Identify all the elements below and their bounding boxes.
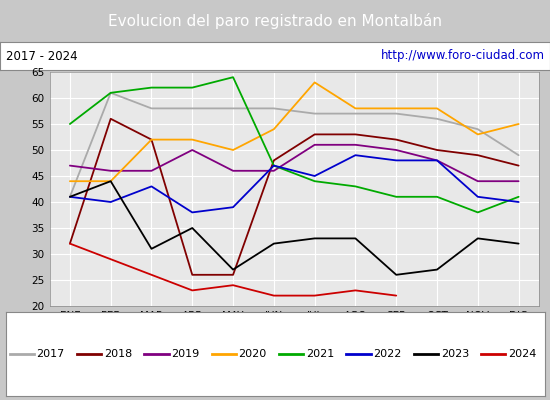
Text: 2022: 2022 (373, 349, 402, 359)
Text: 2024: 2024 (508, 349, 536, 359)
Text: 2018: 2018 (104, 349, 132, 359)
Text: http://www.foro-ciudad.com: http://www.foro-ciudad.com (381, 50, 544, 62)
Text: 2019: 2019 (171, 349, 200, 359)
Text: Evolucion del paro registrado en Montalbán: Evolucion del paro registrado en Montalb… (108, 13, 442, 29)
Text: 2017 - 2024: 2017 - 2024 (6, 50, 77, 62)
Text: 2023: 2023 (441, 349, 469, 359)
Text: 2017: 2017 (36, 349, 65, 359)
Text: 2020: 2020 (239, 349, 267, 359)
Text: 2021: 2021 (306, 349, 334, 359)
